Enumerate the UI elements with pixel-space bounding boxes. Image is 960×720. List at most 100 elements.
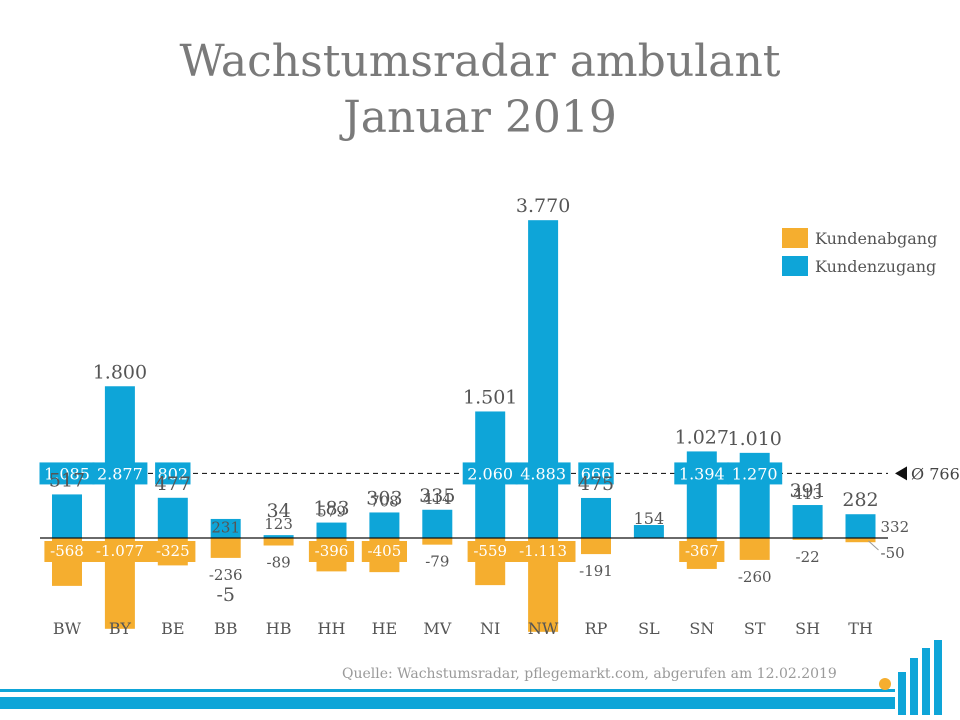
x-tick-label: BW xyxy=(53,619,82,638)
value-label-bg xyxy=(674,462,730,485)
x-tick-label: BB xyxy=(214,619,238,638)
bar-kundenzugang xyxy=(52,494,82,538)
source-note: Quelle: Wachstumsradar, pflegemarkt.com,… xyxy=(342,666,837,682)
value-label-kundenzugang: 666 xyxy=(581,464,612,483)
bar-kundenzugang xyxy=(792,505,823,538)
value-label-kundenzugang: 414 xyxy=(423,490,452,508)
value-label-kundenabgang: -1.077 xyxy=(96,542,144,560)
bar-kundenzugang xyxy=(263,535,294,538)
legend-swatch-kundenabgang xyxy=(782,228,808,248)
logo-bar xyxy=(934,640,942,715)
x-tick-label: SN xyxy=(689,619,714,638)
legend-swatch-kundenzugang xyxy=(782,256,808,276)
net-value-label: 1.027 xyxy=(675,426,729,448)
logo-bar xyxy=(910,658,918,715)
bar-kundenabgang xyxy=(263,538,294,546)
average-label: Ø 766 xyxy=(911,464,960,483)
average-marker xyxy=(895,466,907,481)
value-label-kundenzugang: 413 xyxy=(793,485,822,503)
footer-stripe xyxy=(0,697,895,709)
value-label-kundenabgang: -260 xyxy=(738,568,772,586)
value-label-kundenabgang: -191 xyxy=(579,562,613,580)
x-tick-label: BE xyxy=(161,619,184,638)
value-label-kundenzugang: 579 xyxy=(317,503,346,521)
net-value-label: 3.770 xyxy=(516,195,570,217)
net-value-label: 517 xyxy=(49,469,85,491)
value-label-bg xyxy=(462,462,518,485)
net-value-label: 391 xyxy=(789,480,825,502)
logo-bar xyxy=(922,648,930,715)
value-label-bg xyxy=(150,541,196,562)
value-label-bg xyxy=(578,462,614,485)
value-label-kundenzugang: 154 xyxy=(634,509,665,528)
value-label-kundenabgang: -568 xyxy=(50,542,84,560)
bar-kundenabgang xyxy=(739,538,770,560)
value-label-bg xyxy=(87,541,153,562)
value-label-bg xyxy=(155,462,191,485)
bar-kundenzugang xyxy=(316,522,347,538)
value-label-kundenabgang: -559 xyxy=(473,542,507,560)
bar-kundenzugang xyxy=(581,497,611,538)
x-tick-label: ST xyxy=(744,619,766,638)
bar-kundenzugang xyxy=(157,497,188,538)
value-label-kundenzugang: 2.060 xyxy=(467,464,513,483)
value-label-kundenzugang: 1.085 xyxy=(44,464,90,483)
net-value-label: 183 xyxy=(313,498,349,520)
value-label-kundenabgang: -396 xyxy=(315,542,349,560)
bar-kundenzugang xyxy=(633,525,664,538)
value-label-bg xyxy=(44,541,90,562)
x-tick-label: HB xyxy=(266,619,292,638)
bar-kundenabgang xyxy=(210,538,241,558)
chart-title: Wachstumsradar ambulant xyxy=(179,36,781,87)
net-value-label: 477 xyxy=(155,473,191,495)
x-tick-label: HH xyxy=(318,619,346,638)
x-tick-label: RP xyxy=(585,619,608,638)
bar-kundenzugang xyxy=(845,514,876,538)
value-label-kundenzugang: 708 xyxy=(370,492,399,510)
net-value-label: -5 xyxy=(216,584,235,606)
bar-kundenzugang xyxy=(104,386,135,538)
value-label-kundenabgang: -1.113 xyxy=(519,542,567,560)
x-tick-label: HE xyxy=(372,619,398,638)
net-value-label: 282 xyxy=(842,489,878,511)
x-tick-label: TH xyxy=(848,619,873,638)
value-label-kundenabgang: -79 xyxy=(425,553,449,571)
x-tick-label: MV xyxy=(423,619,451,638)
value-label-kundenzugang: 2.877 xyxy=(97,464,143,483)
value-label-kundenabgang: -50 xyxy=(881,544,905,562)
value-label-kundenabgang: -89 xyxy=(267,554,291,572)
logo-bar xyxy=(898,672,906,715)
net-value-label: 1.800 xyxy=(93,361,147,383)
value-label-bg xyxy=(510,541,576,562)
value-label-kundenabgang: -325 xyxy=(156,542,190,560)
legend-label-kundenabgang: Kundenabgang xyxy=(815,229,937,248)
value-label-kundenzugang: 332 xyxy=(881,518,910,536)
bar-kundenzugang xyxy=(528,220,559,538)
value-label-kundenzugang: 1.394 xyxy=(679,464,725,483)
net-value-label: 335 xyxy=(419,485,455,507)
x-tick-label: SL xyxy=(638,619,660,638)
bar-kundenzugang xyxy=(210,518,241,539)
value-label-bg xyxy=(92,462,148,485)
value-label-kundenzugang: 1.270 xyxy=(732,464,778,483)
net-value-label: 1.010 xyxy=(727,428,781,450)
x-tick-label: NW xyxy=(528,619,559,638)
net-value-label: 34 xyxy=(267,500,291,522)
bar-kundenzugang xyxy=(422,509,453,538)
value-label-kundenzugang: 802 xyxy=(158,464,189,483)
value-label-bg xyxy=(467,541,513,562)
chart-subtitle: Januar 2019 xyxy=(343,92,617,143)
value-label-kundenzugang: 4.883 xyxy=(520,464,566,483)
x-tick-label: SH xyxy=(795,619,820,638)
value-label-kundenabgang: -236 xyxy=(209,566,243,584)
net-value-label: 475 xyxy=(578,473,614,495)
value-label-bg xyxy=(727,462,783,485)
value-label-kundenabgang: -405 xyxy=(368,542,402,560)
value-label-kundenzugang: 123 xyxy=(264,515,293,533)
net-value-label: 1.501 xyxy=(463,386,517,408)
bar-kundenabgang xyxy=(422,538,453,545)
net-value-label: 303 xyxy=(366,487,402,509)
value-label-kundenzugang: 231 xyxy=(211,518,240,536)
value-label-bg xyxy=(39,462,95,485)
value-label-bg xyxy=(308,541,355,562)
